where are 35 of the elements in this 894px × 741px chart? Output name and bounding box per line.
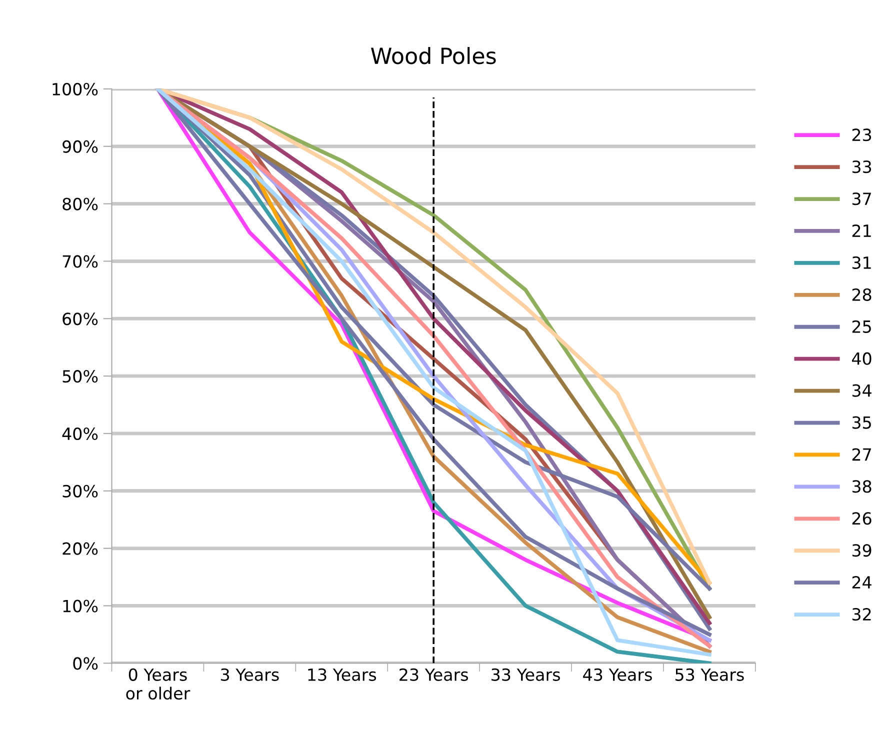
y-tick-label: 50%: [62, 370, 98, 383]
legend-label: 21: [852, 224, 871, 237]
x-tick-label: 13 Years: [308, 668, 376, 681]
legend-label: 34: [852, 384, 872, 397]
legend-label: 31: [852, 256, 871, 270]
legend-label: 23: [852, 128, 872, 142]
y-tick-label: 40%: [62, 427, 98, 440]
y-tick-label: 100%: [52, 82, 98, 96]
legend-label: 37: [852, 192, 871, 206]
legend-label: 25: [852, 320, 871, 333]
y-tick-label: 0%: [73, 657, 98, 670]
y-tick-label: 10%: [63, 600, 98, 612]
y-tick-label: 90%: [62, 140, 98, 153]
legend-label: 24: [852, 576, 872, 588]
x-tick-label: 53 Years: [676, 668, 744, 681]
x-tick-label: 3 Years: [221, 668, 279, 681]
legend-label: 32: [852, 608, 871, 621]
x-tick-label: 23 Years: [400, 668, 468, 681]
legend-label: 26: [852, 512, 872, 525]
y-tick-label: 80%: [62, 198, 98, 210]
legend-label: 38: [852, 480, 872, 493]
y-tick-label: 70%: [62, 255, 98, 268]
legend-label: 35: [852, 416, 871, 429]
x-tick-label: 0 Years or older: [126, 668, 190, 700]
legend-label: 39: [852, 544, 872, 557]
legend-label: 40: [852, 352, 872, 365]
legend-label: 33: [852, 160, 872, 174]
x-tick-label: 33 Years: [492, 668, 560, 681]
legend-label: 28: [852, 288, 872, 301]
y-tick-label: 30%: [62, 484, 98, 498]
chart-title: Wood Poles: [371, 47, 496, 64]
legend-label: 27: [852, 448, 871, 461]
y-tick-label: 60%: [62, 312, 98, 326]
y-tick-label: 20%: [62, 542, 98, 555]
x-tick-label: 43 Years: [583, 668, 652, 681]
